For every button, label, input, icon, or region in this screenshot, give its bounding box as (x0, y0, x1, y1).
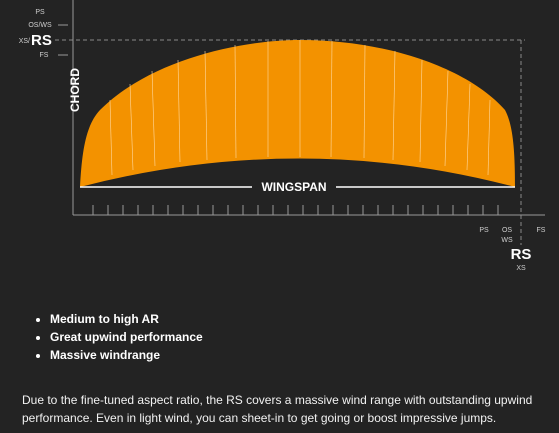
model-label: RS (31, 32, 52, 49)
span-label: WINGSPAN (261, 180, 326, 194)
span-label-bg (252, 180, 336, 195)
span-ticks (92, 205, 499, 215)
wing-shape (80, 40, 515, 187)
size-label: OS (502, 227, 512, 234)
size-label: XS (516, 265, 526, 272)
size-label: FS (537, 227, 546, 234)
size-label: PS (479, 227, 489, 234)
feature: Medium to high AR (50, 310, 203, 328)
feature: Great upwind performance (50, 328, 203, 346)
description: Due to the fine-tuned aspect ratio, the … (22, 393, 533, 425)
chord-ticks (58, 24, 68, 56)
model-label: RS (511, 246, 532, 263)
wing-diagram: WINGSPAN CHORD PS OS/WS XS/ RS FS PS OS … (19, 0, 546, 272)
size-label: OS/WS (28, 22, 52, 29)
size-label: XS/ (19, 38, 30, 45)
size-label: WS (501, 237, 513, 244)
size-label: FS (40, 52, 49, 59)
wing-ribs (109, 40, 491, 176)
feature-list: Medium to high AR Great upwind performan… (32, 310, 203, 364)
size-label: PS (35, 9, 45, 16)
feature: Massive windrange (50, 346, 203, 364)
chord-label: CHORD (68, 68, 82, 112)
